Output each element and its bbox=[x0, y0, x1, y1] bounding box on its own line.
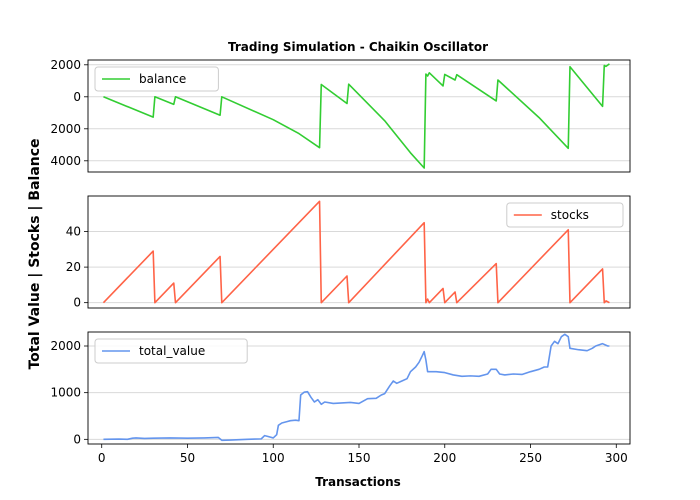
y-tick-label: 1000 bbox=[50, 386, 81, 400]
x-tick-label: 250 bbox=[519, 451, 542, 465]
legend-box bbox=[506, 202, 624, 228]
y-tick-label: 0 bbox=[73, 432, 81, 446]
panel-1: 2000 0 2000 4000 balance bbox=[50, 58, 631, 173]
panel-2: 0 20 40 stocks bbox=[66, 195, 631, 310]
x-tick-label: 50 bbox=[180, 451, 195, 465]
y-tick-label: 2000 bbox=[50, 339, 81, 353]
legend-label: balance bbox=[139, 72, 186, 86]
y-axis-label: Total Value | Stocks | Balance bbox=[27, 138, 43, 369]
legend-box bbox=[94, 66, 219, 92]
y-tick-label: 2000 bbox=[50, 58, 81, 72]
legend: stocks bbox=[506, 202, 624, 228]
x-axis-label: Transactions bbox=[315, 475, 401, 489]
y-tick-label: 20 bbox=[66, 260, 81, 274]
y-tick-label: 0 bbox=[73, 296, 81, 310]
chart-panels: 2000020004000balance02040stocks010002000… bbox=[50, 58, 631, 465]
y-tick-label: 4000 bbox=[50, 154, 81, 168]
axes-frame bbox=[87, 59, 631, 173]
chart-title: Trading Simulation - Chaikin Oscillator bbox=[228, 40, 488, 54]
axes-frame bbox=[87, 195, 631, 309]
x-tick-label: 100 bbox=[262, 451, 285, 465]
panel-3: 0 1000 2000 0 50 100 150 200 250 300 total_value bbox=[50, 331, 631, 465]
x-tick-label: 0 bbox=[98, 451, 106, 465]
legend-box bbox=[94, 338, 248, 364]
y-tick-label: 0 bbox=[73, 90, 81, 104]
series-line-total_value bbox=[103, 333, 610, 442]
legend: total_value bbox=[94, 338, 248, 364]
y-tick-label: 40 bbox=[66, 225, 81, 239]
series-line-balance bbox=[103, 63, 610, 169]
x-tick-label: 200 bbox=[433, 451, 456, 465]
axes-frame bbox=[87, 331, 631, 445]
y-tick-label: 2000 bbox=[50, 122, 81, 136]
legend-label: stocks bbox=[551, 208, 589, 222]
legend: balance bbox=[94, 66, 219, 92]
series-line-stocks bbox=[102, 200, 610, 304]
x-tick-label: 300 bbox=[605, 451, 628, 465]
x-tick-label: 150 bbox=[348, 451, 371, 465]
legend-label: total_value bbox=[139, 344, 205, 358]
